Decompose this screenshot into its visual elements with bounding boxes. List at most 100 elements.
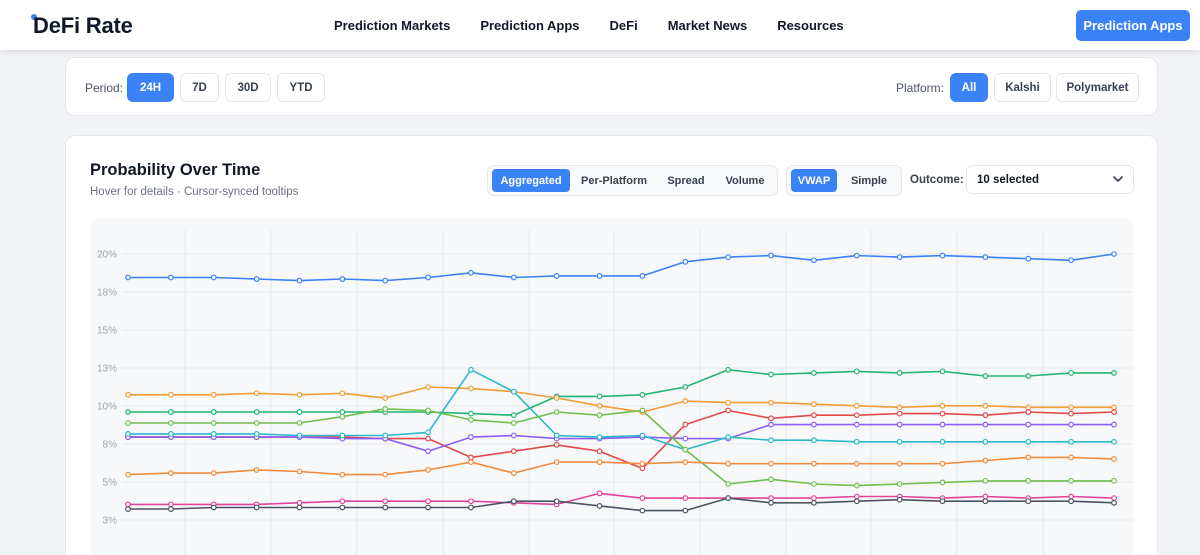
- data-point[interactable]: [811, 412, 817, 419]
- data-point[interactable]: [768, 476, 774, 483]
- platform-kalshi-button[interactable]: Kalshi: [994, 73, 1051, 102]
- data-point[interactable]: [210, 504, 217, 511]
- data-point[interactable]: [596, 273, 603, 279]
- data-point[interactable]: [811, 437, 817, 444]
- data-point[interactable]: [125, 501, 131, 508]
- data-point[interactable]: [339, 471, 346, 478]
- data-point[interactable]: [1025, 373, 1032, 379]
- data-point[interactable]: [425, 498, 431, 505]
- data-point[interactable]: [725, 407, 732, 414]
- prediction-apps-button[interactable]: Prediction Apps: [1076, 10, 1190, 41]
- data-point[interactable]: [510, 274, 517, 281]
- data-point[interactable]: [253, 390, 260, 397]
- data-point[interactable]: [339, 413, 346, 420]
- period-30d-button[interactable]: 30D: [225, 73, 271, 102]
- data-point[interactable]: [853, 402, 860, 409]
- data-point[interactable]: [425, 504, 431, 511]
- data-point[interactable]: [853, 498, 860, 505]
- data-point[interactable]: [1025, 438, 1032, 445]
- data-point[interactable]: [167, 274, 174, 281]
- data-point[interactable]: [853, 368, 860, 375]
- platform-polymarket-button[interactable]: Polymarket: [1056, 73, 1139, 102]
- data-point[interactable]: [339, 432, 346, 439]
- data-point[interactable]: [253, 420, 260, 426]
- data-point[interactable]: [982, 254, 989, 261]
- data-point[interactable]: [553, 498, 560, 505]
- data-point[interactable]: [1111, 499, 1117, 506]
- data-point[interactable]: [725, 460, 732, 467]
- data-point[interactable]: [253, 504, 260, 511]
- data-point[interactable]: [768, 371, 774, 378]
- data-point[interactable]: [425, 467, 431, 473]
- data-point[interactable]: [896, 421, 903, 428]
- data-point[interactable]: [896, 410, 903, 417]
- data-point[interactable]: [939, 421, 946, 428]
- data-point[interactable]: [339, 390, 346, 397]
- data-point[interactable]: [1025, 404, 1032, 411]
- data-point[interactable]: [596, 402, 603, 409]
- data-point[interactable]: [811, 495, 817, 501]
- period-24h-button[interactable]: 24H: [127, 73, 174, 102]
- data-point[interactable]: [125, 274, 131, 281]
- outcome-select[interactable]: 10 selected: [966, 165, 1134, 194]
- data-point[interactable]: [596, 393, 603, 400]
- data-point[interactable]: [1068, 257, 1075, 264]
- nav-link-prediction-markets[interactable]: Prediction Markets: [334, 18, 451, 33]
- data-point[interactable]: [296, 420, 303, 426]
- data-point[interactable]: [939, 460, 946, 467]
- data-point[interactable]: [339, 276, 346, 282]
- data-point[interactable]: [853, 412, 860, 419]
- data-point[interactable]: [510, 448, 517, 455]
- data-point[interactable]: [425, 407, 431, 414]
- data-point[interactable]: [939, 410, 946, 417]
- data-point[interactable]: [1068, 370, 1075, 376]
- view-spread-tab[interactable]: Spread: [667, 174, 705, 187]
- data-point[interactable]: [468, 416, 474, 423]
- data-point[interactable]: [425, 435, 431, 442]
- data-point[interactable]: [982, 438, 989, 445]
- data-point[interactable]: [1068, 498, 1075, 505]
- data-point[interactable]: [1025, 421, 1032, 428]
- data-point[interactable]: [167, 501, 174, 508]
- data-point[interactable]: [553, 432, 560, 439]
- data-point[interactable]: [382, 395, 389, 401]
- data-point[interactable]: [210, 420, 217, 426]
- data-point[interactable]: [167, 420, 174, 426]
- view-per-platform-tab[interactable]: Per-Platform: [580, 174, 648, 187]
- data-point[interactable]: [939, 498, 946, 505]
- price-simple-tab[interactable]: Simple: [850, 174, 888, 187]
- data-point[interactable]: [768, 252, 774, 259]
- data-point[interactable]: [510, 498, 517, 505]
- data-point[interactable]: [468, 366, 474, 373]
- nav-link-prediction-apps[interactable]: Prediction Apps: [480, 18, 580, 33]
- data-point[interactable]: [1068, 404, 1075, 411]
- data-point[interactable]: [725, 434, 732, 440]
- data-point[interactable]: [210, 274, 217, 281]
- data-point[interactable]: [1111, 495, 1117, 501]
- data-point[interactable]: [596, 448, 603, 455]
- data-point[interactable]: [1025, 409, 1032, 415]
- data-point[interactable]: [811, 370, 817, 376]
- data-point[interactable]: [510, 420, 517, 426]
- data-point[interactable]: [982, 477, 989, 484]
- data-point[interactable]: [382, 406, 389, 412]
- data-point[interactable]: [639, 273, 646, 279]
- data-point[interactable]: [296, 432, 303, 439]
- view-volume-tab[interactable]: Volume: [725, 174, 765, 187]
- data-point[interactable]: [682, 435, 689, 442]
- data-point[interactable]: [682, 258, 689, 265]
- data-point[interactable]: [468, 504, 474, 511]
- data-point[interactable]: [425, 429, 431, 436]
- data-point[interactable]: [1025, 477, 1032, 484]
- data-point[interactable]: [339, 504, 346, 511]
- data-point[interactable]: [853, 482, 860, 489]
- data-point[interactable]: [167, 409, 174, 415]
- data-point[interactable]: [596, 459, 603, 466]
- data-point[interactable]: [296, 391, 303, 398]
- data-point[interactable]: [210, 470, 217, 476]
- data-point[interactable]: [896, 254, 903, 261]
- data-point[interactable]: [468, 434, 474, 440]
- data-point[interactable]: [1111, 477, 1117, 484]
- data-point[interactable]: [339, 409, 346, 415]
- data-point[interactable]: [1025, 454, 1032, 461]
